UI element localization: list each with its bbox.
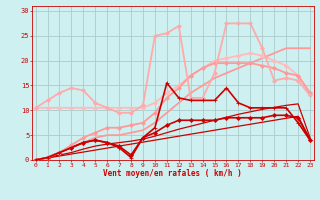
X-axis label: Vent moyen/en rafales ( km/h ): Vent moyen/en rafales ( km/h ) xyxy=(103,169,242,178)
